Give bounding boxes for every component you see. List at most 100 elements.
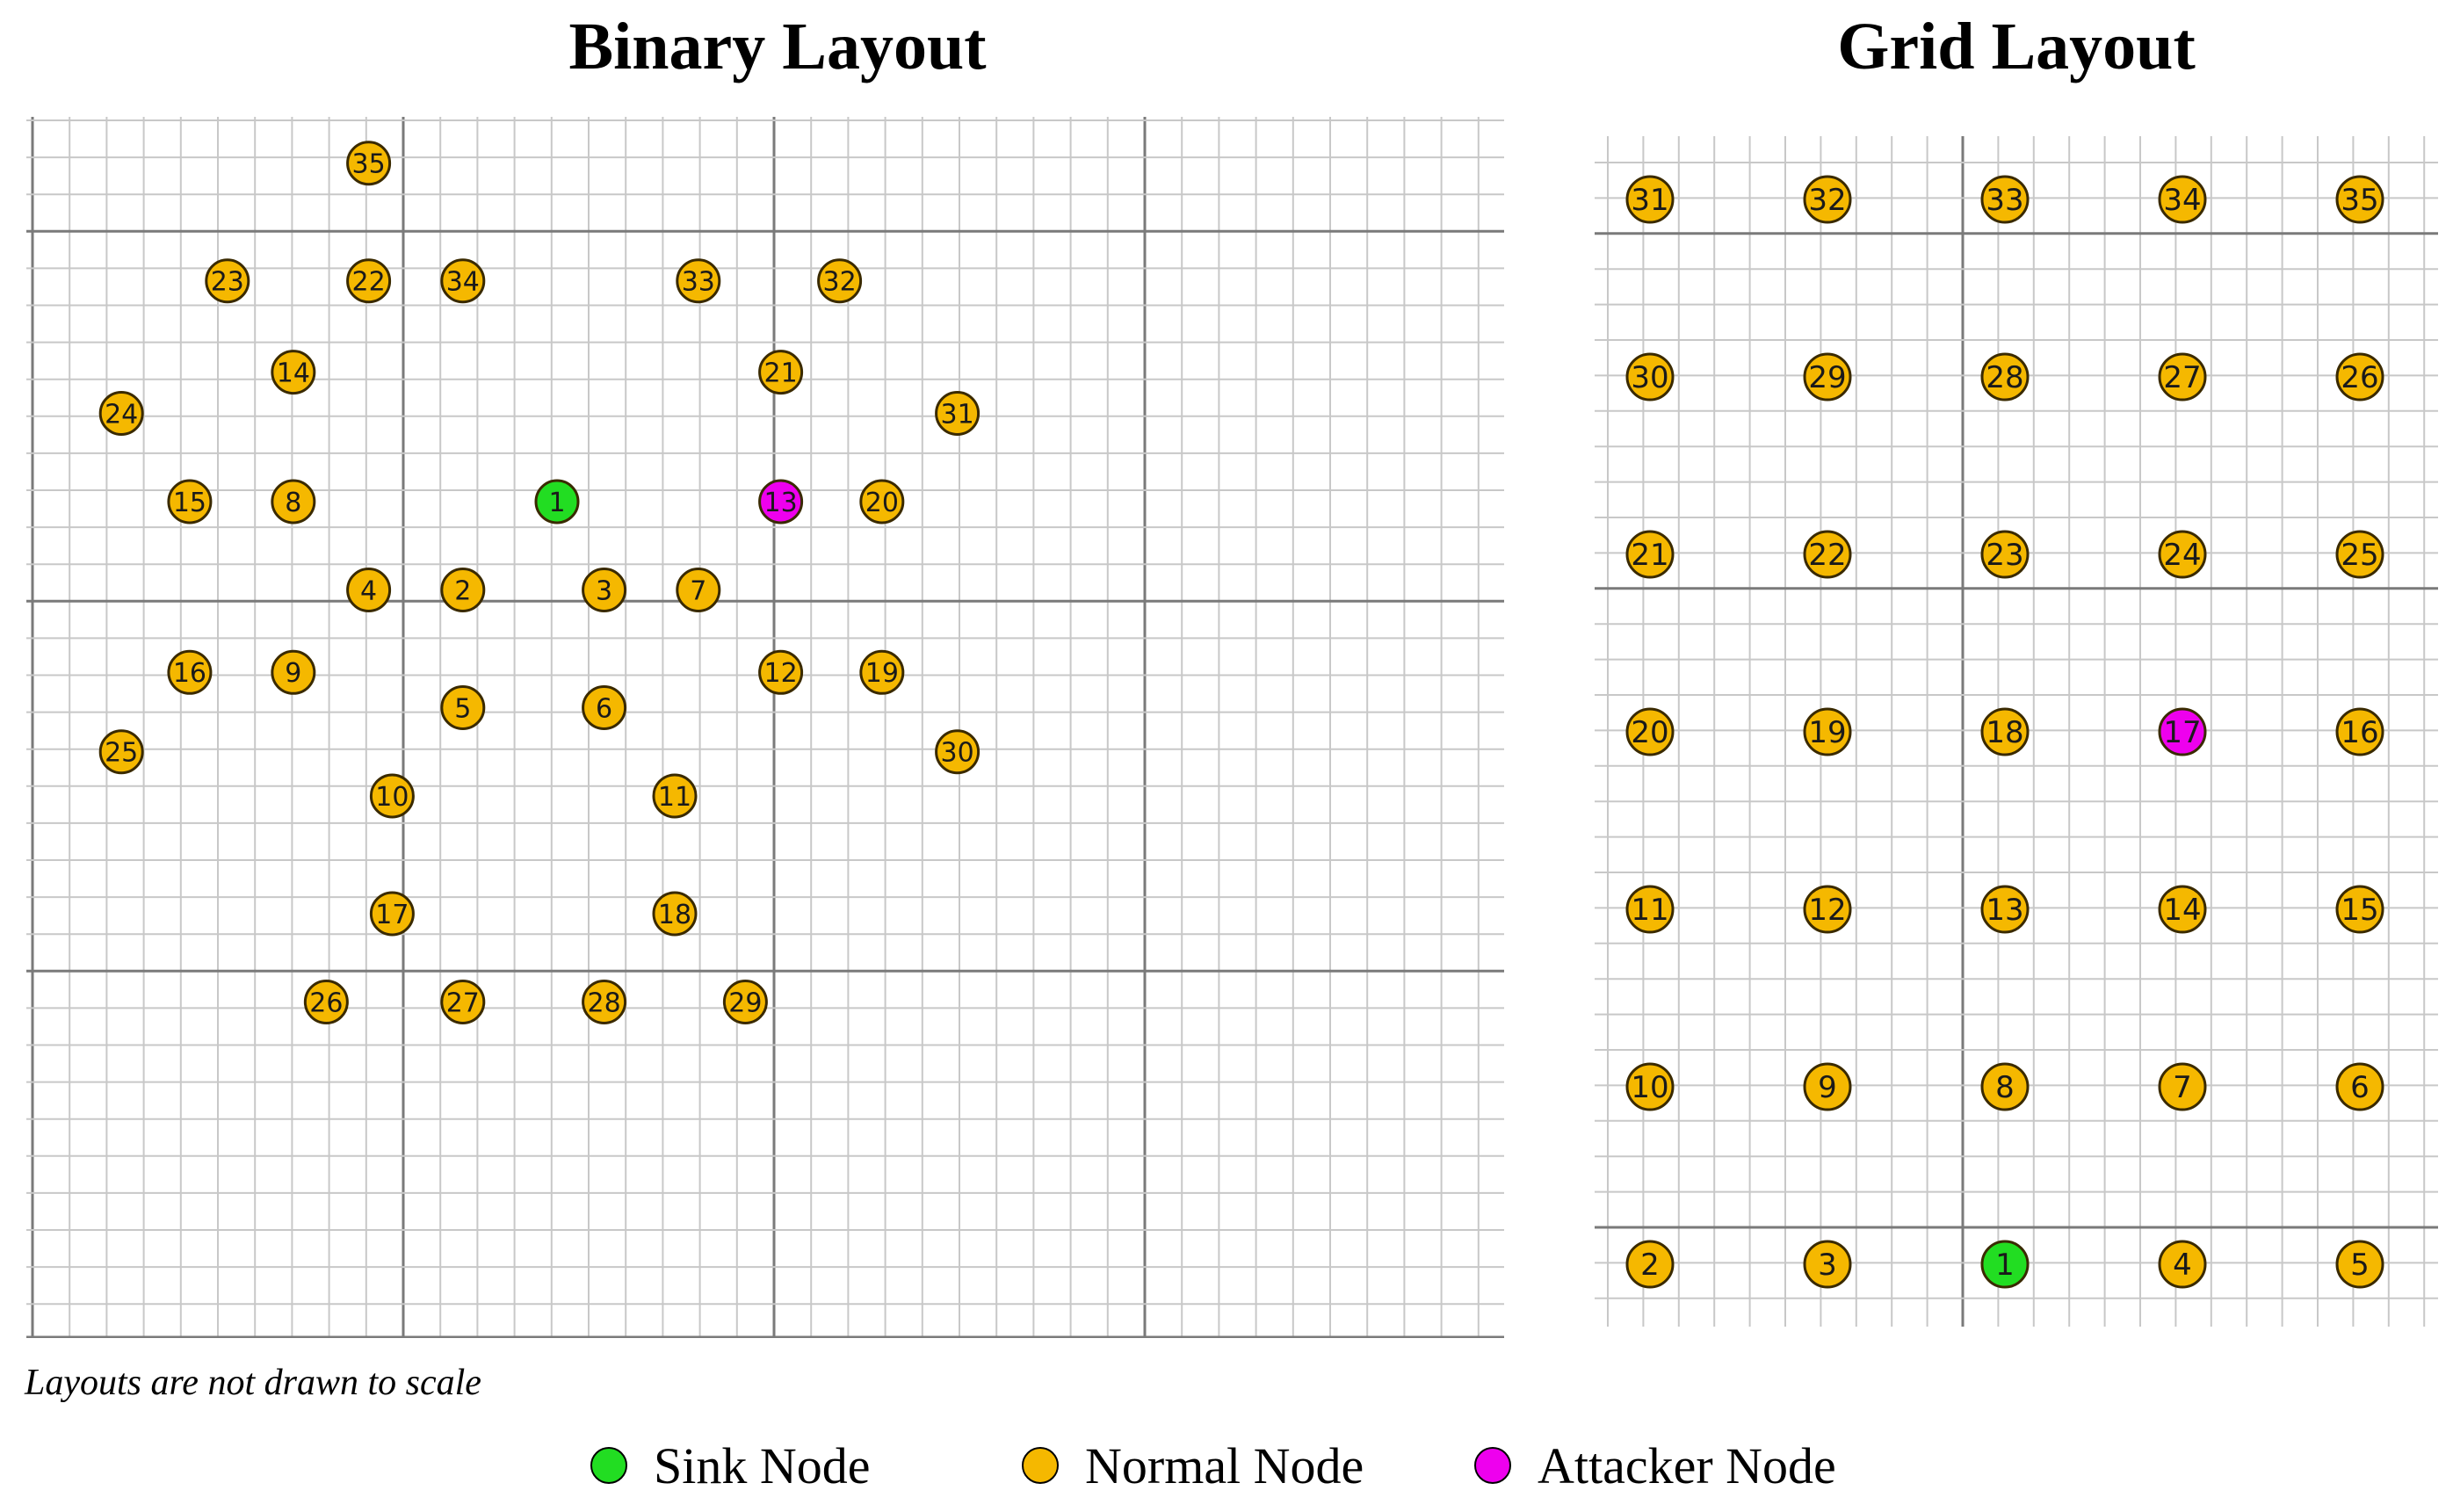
node-16: 16 xyxy=(167,649,213,695)
node-15: 15 xyxy=(2335,885,2384,934)
node-label: 23 xyxy=(1986,538,2023,573)
node-label: 35 xyxy=(352,149,386,180)
node-label: 8 xyxy=(285,488,301,518)
node-14: 14 xyxy=(2158,885,2207,934)
node-13: 13 xyxy=(1980,885,2030,934)
node-label: 12 xyxy=(1808,893,1846,928)
node-33: 33 xyxy=(676,258,721,304)
node-19: 19 xyxy=(859,649,905,695)
node-6: 6 xyxy=(2335,1062,2384,1111)
node-label: 25 xyxy=(2341,538,2378,573)
legend: Sink Node Normal Node Attacker Node xyxy=(0,1430,2453,1501)
node-34: 34 xyxy=(2158,175,2207,224)
binary-grid-lines xyxy=(26,117,1504,1338)
node-label: 5 xyxy=(2350,1248,2370,1283)
node-label: 13 xyxy=(1986,893,2023,928)
node-label: 34 xyxy=(446,267,480,298)
node-label: 17 xyxy=(375,900,409,930)
node-label: 27 xyxy=(446,988,480,1018)
node-18: 18 xyxy=(652,891,698,937)
node-31: 31 xyxy=(1625,175,1675,224)
node-11: 11 xyxy=(652,773,698,819)
node-32: 32 xyxy=(817,258,863,304)
node-label: 14 xyxy=(277,358,310,388)
node-20: 20 xyxy=(1625,707,1675,756)
node-27: 27 xyxy=(440,980,486,1024)
attacker-node-marker-icon xyxy=(1474,1447,1511,1484)
node-label: 33 xyxy=(682,267,715,298)
node-label: 10 xyxy=(375,782,409,813)
node-31: 31 xyxy=(935,391,980,436)
node-label: 18 xyxy=(1986,715,2023,750)
node-27: 27 xyxy=(2158,352,2207,402)
node-16: 16 xyxy=(2335,707,2384,756)
node-label: 21 xyxy=(764,358,798,388)
node-19: 19 xyxy=(1803,707,1852,756)
node-25: 25 xyxy=(2335,530,2384,579)
node-label: 19 xyxy=(1808,715,1846,750)
node-9: 9 xyxy=(271,649,316,695)
node-label: 24 xyxy=(105,399,138,430)
node-label: 4 xyxy=(360,575,377,606)
node-17: 17 xyxy=(369,891,415,937)
node-label: 10 xyxy=(1631,1070,1668,1105)
node-26: 26 xyxy=(303,980,349,1024)
node-25: 25 xyxy=(98,729,144,775)
node-label: 7 xyxy=(690,575,706,606)
node-12: 12 xyxy=(1803,885,1852,934)
node-label: 15 xyxy=(173,488,206,518)
node-2: 2 xyxy=(440,568,486,612)
node-23: 23 xyxy=(205,258,250,304)
node-7: 7 xyxy=(2158,1062,2207,1111)
node-30: 30 xyxy=(935,729,980,775)
scale-note: Layouts are not drawn to scale xyxy=(25,1363,481,1403)
node-23: 23 xyxy=(1980,530,2030,579)
node-33: 33 xyxy=(1980,175,2030,224)
node-label: 26 xyxy=(2341,360,2378,395)
node-label: 30 xyxy=(941,738,974,769)
node-30: 30 xyxy=(1625,352,1675,402)
node-label: 33 xyxy=(1986,183,2023,218)
grid-layout-diagram: 31 32 33 34 35 30 29 28 27 26 21 22 23 24 25 20 19 18 17 16… xyxy=(1595,136,2438,1327)
node-label: 15 xyxy=(2341,893,2378,928)
sink-node-marker-icon xyxy=(590,1447,627,1484)
node-6: 6 xyxy=(582,685,627,730)
node-label: 35 xyxy=(2341,183,2378,218)
node-3: 3 xyxy=(582,568,627,612)
node-35: 35 xyxy=(2335,175,2384,224)
legend-item-attacker: Attacker Node xyxy=(1474,1430,1836,1501)
node-label: 24 xyxy=(2163,538,2201,573)
node-10: 10 xyxy=(369,773,415,819)
node-22: 22 xyxy=(346,258,392,304)
node-35: 35 xyxy=(346,141,392,186)
node-15: 15 xyxy=(167,479,213,524)
legend-item-normal: Normal Node xyxy=(1022,1430,1364,1501)
node-label: 6 xyxy=(2350,1070,2370,1105)
node-label: 4 xyxy=(2173,1248,2192,1283)
node-label: 16 xyxy=(2341,715,2378,750)
node-4: 4 xyxy=(346,568,392,612)
node-13: 13 xyxy=(758,479,804,524)
node-21: 21 xyxy=(1625,530,1675,579)
node-label: 22 xyxy=(1808,538,1846,573)
node-17: 17 xyxy=(2158,707,2207,756)
normal-node-marker-icon xyxy=(1022,1447,1059,1484)
node-label: 9 xyxy=(1818,1070,1837,1105)
node-21: 21 xyxy=(758,350,804,395)
binary-layout-title: Binary Layout xyxy=(568,10,987,83)
node-29: 29 xyxy=(1803,352,1852,402)
node-10: 10 xyxy=(1625,1062,1675,1111)
node-label: 28 xyxy=(588,988,621,1018)
node-label: 23 xyxy=(211,267,244,298)
node-8: 8 xyxy=(1980,1062,2030,1111)
node-label: 1 xyxy=(1995,1248,2015,1283)
node-label: 26 xyxy=(309,988,343,1018)
node-label: 20 xyxy=(865,488,899,518)
legend-item-sink: Sink Node xyxy=(590,1430,871,1501)
node-label: 2 xyxy=(1640,1248,1660,1283)
node-label: 27 xyxy=(2163,360,2201,395)
node-2: 2 xyxy=(1625,1240,1675,1289)
node-label: 3 xyxy=(596,575,612,606)
